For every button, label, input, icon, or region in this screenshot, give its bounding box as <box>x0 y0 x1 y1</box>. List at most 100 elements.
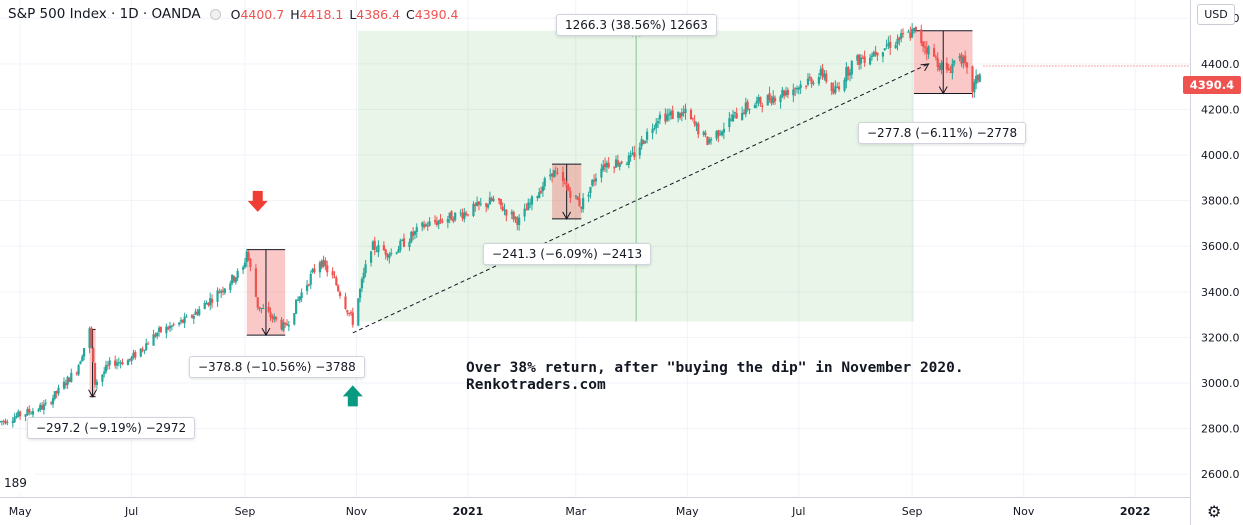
candle-body <box>920 29 923 44</box>
candle-body <box>706 136 709 145</box>
candle-body <box>68 377 71 382</box>
candle-body <box>859 57 863 64</box>
candle-body <box>773 98 777 102</box>
x-tick-label: 2022 <box>1120 505 1151 518</box>
candle-body <box>459 212 462 214</box>
candle-body <box>735 113 738 119</box>
candle-body <box>797 87 800 90</box>
candle-body <box>271 316 274 319</box>
x-tick-label: Jul <box>791 505 805 518</box>
candle-body <box>486 204 490 208</box>
candle-body <box>152 334 155 346</box>
candle-body <box>157 327 161 332</box>
candle-body <box>550 173 554 177</box>
y-tick-label: 3200.0 <box>1201 331 1240 344</box>
candle-body <box>642 140 645 145</box>
candle-body <box>669 111 672 116</box>
candle-body <box>273 316 276 320</box>
low-value: 4386.4 <box>356 6 401 22</box>
candle-body <box>602 165 605 170</box>
candle-body <box>658 114 661 120</box>
candle-body <box>360 278 364 289</box>
candle-body <box>413 231 417 235</box>
candle-body <box>709 138 713 141</box>
candle-body <box>631 152 634 154</box>
candle-body <box>435 221 438 225</box>
candle-body <box>492 198 495 202</box>
candle-body <box>296 299 300 301</box>
candle-body <box>386 254 389 258</box>
candle-body <box>154 334 157 337</box>
candle-body <box>587 194 590 197</box>
y-tick-label: 2800.0 <box>1201 423 1240 436</box>
candle-body <box>26 409 29 415</box>
candle-body <box>503 209 506 211</box>
candle-body <box>351 312 354 325</box>
x-tick-label: Sep <box>235 505 256 518</box>
candle-body <box>183 316 186 324</box>
candle-body <box>452 219 455 222</box>
candle-body <box>331 271 334 276</box>
candle-body <box>843 79 846 91</box>
candle-body <box>938 65 941 70</box>
range-label-dip-sep2020: −378.8 (−10.56%) −3788 <box>189 356 365 378</box>
candle-body <box>720 131 724 136</box>
candle-body <box>170 325 173 327</box>
symbol-title[interactable]: S&P 500 Index · 1D · OANDA <box>8 6 201 22</box>
candle-body <box>667 113 671 116</box>
candle-body <box>911 28 914 38</box>
candle-body <box>466 214 470 216</box>
candle-body <box>284 323 287 325</box>
gear-icon[interactable]: ⚙ <box>1207 502 1222 521</box>
candle-body <box>958 56 961 59</box>
candle-body <box>298 296 301 301</box>
y-tick-label: 4000.0 <box>1201 149 1240 162</box>
candle-body <box>249 259 252 268</box>
candle-body <box>101 374 104 382</box>
candle-body <box>603 163 607 168</box>
currency-button[interactable]: USD <box>1197 4 1235 25</box>
candle-body <box>541 186 545 192</box>
candle-body <box>733 111 736 113</box>
candle-body <box>70 372 73 382</box>
candle-body <box>837 86 841 90</box>
high-value: 4418.1 <box>299 6 344 22</box>
candle-body <box>885 45 888 47</box>
candle-body <box>282 322 285 331</box>
candle-body <box>159 326 162 333</box>
candle-body <box>505 209 508 216</box>
candle-body <box>909 32 912 38</box>
candle-body <box>40 405 44 410</box>
close-key: C <box>406 6 415 22</box>
candle-body <box>872 52 875 57</box>
candle-body <box>103 371 106 375</box>
candle-body <box>799 84 802 89</box>
candle-body <box>156 332 159 337</box>
candle-body <box>832 89 835 94</box>
candle-body <box>395 252 398 254</box>
y-tick-label: 3800.0 <box>1201 195 1240 208</box>
candle-body <box>93 362 97 385</box>
candle-body <box>973 82 976 93</box>
candle-body <box>927 46 930 55</box>
candle-body <box>825 73 828 82</box>
candle-body <box>75 372 78 374</box>
candle-body <box>925 47 928 54</box>
candle-body <box>795 88 799 90</box>
candle-body <box>344 296 347 309</box>
candle-body <box>415 227 418 232</box>
candle-body <box>479 203 482 205</box>
candle-body <box>731 114 735 122</box>
candle-body <box>401 240 404 242</box>
candle-body <box>645 131 649 140</box>
candle-body <box>539 190 543 193</box>
candle-body <box>369 251 373 263</box>
candle-body <box>231 274 234 284</box>
candle-body <box>337 285 340 292</box>
candle-body <box>247 252 250 260</box>
candle-body <box>262 308 265 310</box>
candle-body <box>633 152 636 158</box>
candle-body <box>847 66 850 76</box>
candle-body <box>287 324 290 327</box>
